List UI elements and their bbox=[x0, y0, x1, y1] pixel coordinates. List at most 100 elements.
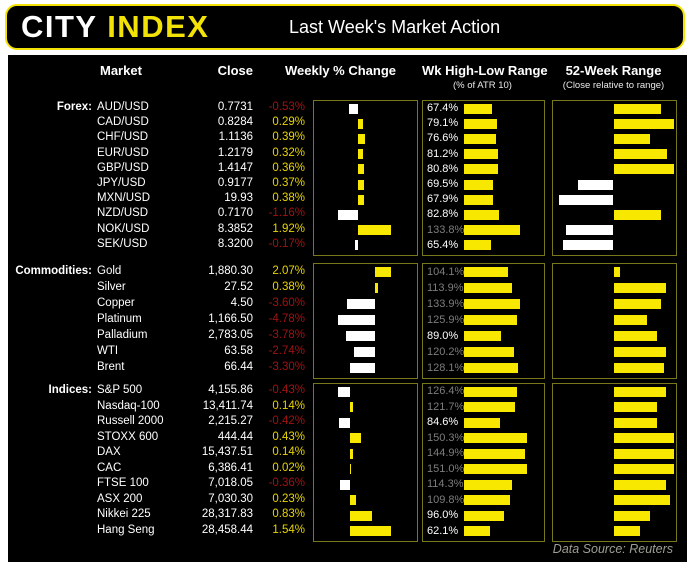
table-row: GBP/USD 1.4147 0.36% bbox=[8, 161, 318, 176]
atr-pct-label: 150.3% bbox=[427, 431, 465, 444]
atr-pct-label: 96.0% bbox=[427, 509, 459, 521]
table-row: SEK/USD 8.3200 -0.17% bbox=[8, 237, 318, 252]
weekly-change-bar bbox=[358, 149, 364, 160]
atr-pct-label: 80.8% bbox=[427, 162, 459, 175]
52wk-range-bar bbox=[613, 149, 667, 160]
table-row: Copper 4.50 -3.60% bbox=[8, 295, 318, 311]
52wk-range-bar bbox=[613, 315, 648, 325]
section-label: Forex: bbox=[56, 101, 92, 113]
section-commodities: Commodities: Gold 1,880.30 2.07% Silver 27.52… bbox=[8, 263, 687, 379]
weekly-pct-value: 0.37% bbox=[272, 177, 305, 189]
52wk-range-bar bbox=[613, 331, 658, 341]
weekly-pct-value: 0.02% bbox=[272, 461, 305, 474]
close-value: 63.58 bbox=[224, 345, 253, 357]
atr-range-bar bbox=[464, 363, 518, 373]
close-value: 28,458.44 bbox=[201, 523, 253, 536]
weekly-change-bar bbox=[338, 210, 358, 220]
atr-pct-label: 114.3% bbox=[427, 478, 464, 490]
weekly-change-bar bbox=[347, 299, 375, 309]
weekly-change-bar bbox=[358, 194, 365, 205]
market-name: Hang Seng bbox=[97, 523, 155, 536]
weekly-pct-value: -0.43% bbox=[268, 384, 305, 396]
52wk-range-bar bbox=[613, 299, 661, 309]
atr-range-bar bbox=[464, 103, 493, 114]
weekly-change-chart bbox=[313, 263, 418, 379]
market-name: NOK/USD bbox=[97, 222, 150, 235]
atr-range-chart: 126.4% 121.7% 84.6% 150.3% 144.9% 151.0% 114.3… bbox=[422, 383, 545, 542]
column-header-weekly-change: Weekly % Change bbox=[284, 63, 397, 78]
weekly-pct-value: -3.78% bbox=[268, 329, 305, 341]
table-row: CHF/USD 1.1136 0.39% bbox=[8, 130, 318, 145]
weekly-change-bar bbox=[349, 526, 391, 537]
close-value: 1,880.30 bbox=[208, 265, 253, 277]
weekly-pct-value: -3.30% bbox=[268, 361, 305, 373]
market-name: CAD/USD bbox=[97, 116, 149, 129]
market-name: DAX bbox=[97, 446, 121, 458]
atr-pct-label: 133.9% bbox=[427, 298, 465, 310]
column-header-market: Market bbox=[100, 63, 142, 78]
weekly-pct-value: 0.39% bbox=[272, 131, 305, 144]
weekly-change-bar bbox=[349, 433, 362, 444]
52wk-range-bar bbox=[578, 179, 614, 190]
weekly-change-bar bbox=[353, 347, 375, 357]
close-value: 4.50 bbox=[230, 297, 253, 309]
section-label: Commodities: bbox=[15, 265, 92, 277]
market-name: Silver bbox=[97, 281, 126, 293]
market-name: Russell 2000 bbox=[97, 415, 164, 427]
atr-pct-label: 67.4% bbox=[427, 102, 459, 114]
close-value: 7,030.30 bbox=[208, 492, 253, 505]
weekly-change-bar bbox=[358, 134, 365, 144]
weekly-change-chart bbox=[313, 383, 418, 542]
weekly-pct-value: 0.38% bbox=[272, 281, 305, 293]
atr-pct-label: 84.6% bbox=[427, 416, 459, 428]
atr-pct-label: 113.9% bbox=[427, 282, 464, 294]
close-value: 4,155.86 bbox=[208, 384, 253, 396]
weekly-change-bar bbox=[349, 448, 354, 459]
table-row: CAD/USD 0.8284 0.29% bbox=[8, 115, 318, 130]
atr-range-bar bbox=[464, 526, 491, 537]
52wk-range-bar bbox=[613, 433, 674, 444]
city-index-logo: CITY INDEX bbox=[21, 9, 209, 45]
data-source-note: Data Source: Reuters bbox=[552, 542, 673, 556]
close-value: 6,386.41 bbox=[208, 461, 253, 474]
52wk-range-bar bbox=[613, 526, 641, 537]
close-value: 15,437.51 bbox=[201, 446, 253, 458]
table-row: Indices: S&P 500 4,155.86 -0.43% bbox=[8, 383, 318, 399]
52wk-range-bar bbox=[613, 267, 620, 277]
atr-range-bar bbox=[464, 164, 498, 175]
table-row: NOK/USD 8.3852 1.92% bbox=[8, 222, 318, 237]
weekly-change-bar bbox=[349, 464, 352, 475]
52wk-range-bar bbox=[613, 347, 666, 357]
weekly-pct-value: -3.60% bbox=[268, 297, 305, 309]
market-name: STOXX 600 bbox=[97, 430, 159, 443]
atr-pct-label: 109.8% bbox=[427, 493, 465, 506]
weekly-pct-value: 0.32% bbox=[272, 146, 305, 159]
atr-range-bar bbox=[464, 194, 493, 205]
market-name: GBP/USD bbox=[97, 161, 149, 174]
52wk-range-chart bbox=[552, 100, 677, 256]
atr-range-bar bbox=[464, 417, 500, 428]
market-name: Nasdaq-100 bbox=[97, 399, 160, 412]
atr-range-bar bbox=[464, 149, 499, 160]
table-row: Palladium 2,783.05 -3.78% bbox=[8, 327, 318, 343]
table-row: Platinum 1,166.50 -4.78% bbox=[8, 311, 318, 327]
atr-range-bar bbox=[464, 433, 528, 444]
52wk-range-bar bbox=[613, 134, 650, 144]
market-name: Nikkei 225 bbox=[97, 508, 151, 520]
weekly-change-chart bbox=[313, 100, 418, 256]
table-row: Hang Seng 28,458.44 1.54% bbox=[8, 523, 318, 539]
52wk-range-bar bbox=[613, 510, 650, 521]
atr-range-bar bbox=[464, 479, 512, 490]
close-value: 7,018.05 bbox=[208, 477, 253, 489]
52wk-range-bar bbox=[613, 386, 666, 397]
close-value: 2,215.27 bbox=[208, 415, 253, 427]
52wk-range-bar bbox=[613, 402, 658, 413]
close-value: 1.4147 bbox=[217, 161, 253, 174]
52wk-range-bar bbox=[613, 448, 674, 459]
atr-pct-label: 125.9% bbox=[427, 314, 465, 326]
weekly-pct-value: 1.54% bbox=[272, 523, 305, 536]
atr-range-bar bbox=[464, 386, 518, 397]
section-indices: Indices: S&P 500 4,155.86 -0.43% Nasdaq-100 1… bbox=[8, 383, 687, 542]
weekly-change-bar bbox=[358, 164, 365, 175]
close-value: 444.44 bbox=[217, 430, 253, 443]
